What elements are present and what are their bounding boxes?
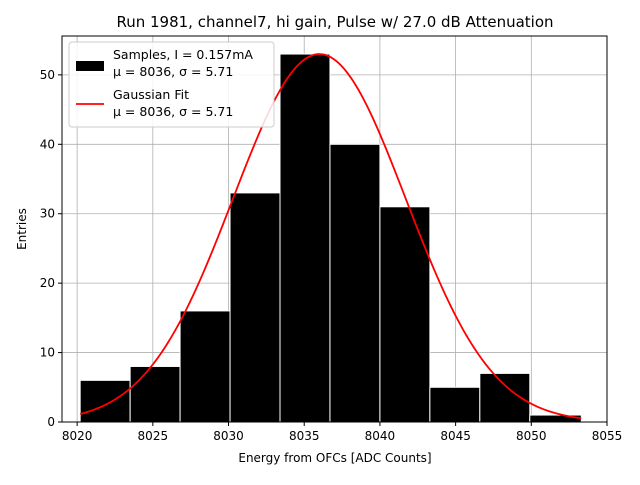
histogram-bar (329, 143, 381, 423)
histogram-bar (429, 386, 481, 423)
legend-samples-label: Samples, I = 0.157mA (113, 47, 253, 62)
chart-title: Run 1981, channel7, hi gain, Pulse w/ 27… (116, 13, 553, 31)
plot-frame (61, 35, 608, 423)
y-axis-label: Entries (15, 208, 29, 250)
legend-samples-stats: μ = 8036, σ = 5.71 (113, 64, 233, 79)
histogram-bar (529, 414, 582, 423)
legend-samples-swatch (76, 61, 104, 71)
y-tick-label: 40 (40, 137, 55, 151)
histogram-bar (79, 379, 131, 423)
histogram-bar (279, 53, 331, 423)
y-tick-label: 50 (40, 68, 55, 82)
y-tick-label: 30 (40, 207, 55, 221)
x-tick-label: 8045 (440, 429, 471, 443)
legend-fit-label: Gaussian Fit (113, 87, 189, 102)
legend-box (68, 41, 275, 128)
histogram-bars (79, 53, 582, 423)
y-axis-ticks: 0 10 20 30 40 50 (40, 68, 62, 429)
x-tick-label: 8020 (62, 429, 93, 443)
x-tick-label: 8035 (289, 429, 320, 443)
x-tick-label: 8055 (592, 429, 623, 443)
x-axis-label: Energy from OFCs [ADC Counts] (238, 451, 431, 465)
x-tick-label: 8030 (213, 429, 244, 443)
histogram-bar (179, 310, 231, 423)
x-tick-label: 8050 (516, 429, 547, 443)
legend: Samples, I = 0.157mA μ = 8036, σ = 5.71 … (68, 41, 275, 128)
y-tick-label: 0 (47, 415, 55, 429)
x-tick-label: 8025 (138, 429, 169, 443)
histogram-bar (129, 365, 181, 423)
y-tick-label: 10 (40, 346, 55, 360)
histogram-bar (379, 206, 431, 423)
x-axis-ticks: 8020 8025 8030 8035 8040 8045 8050 8055 (62, 422, 622, 443)
histogram-bar (229, 192, 281, 423)
x-tick-label: 8040 (365, 429, 396, 443)
gaussian-fit-curve (79, 53, 582, 420)
y-tick-label: 20 (40, 276, 55, 290)
legend-fit-stats: μ = 8036, σ = 5.71 (113, 104, 233, 119)
